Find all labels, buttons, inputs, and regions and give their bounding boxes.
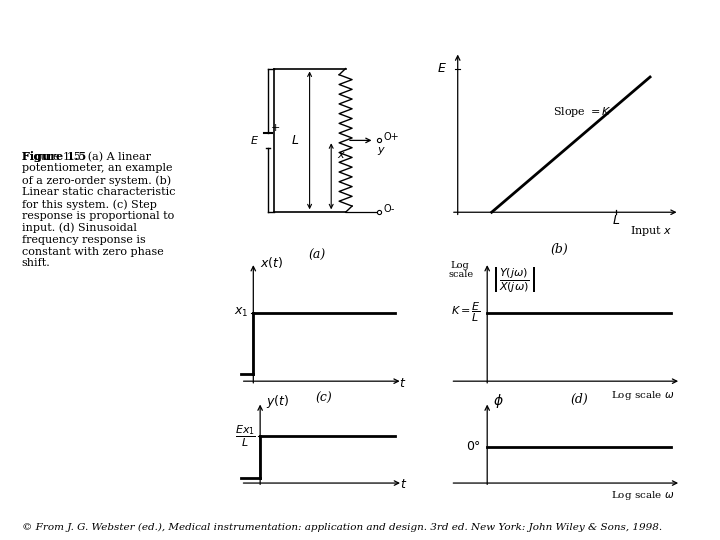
Text: $0°$: $0°$ [466, 440, 481, 453]
Text: Log scale $\omega$: Log scale $\omega$ [611, 389, 675, 402]
Text: (c): (c) [315, 392, 333, 405]
Text: $x(t)$: $x(t)$ [260, 255, 283, 270]
Text: $y$: $y$ [377, 145, 386, 157]
Text: $K=\dfrac{E}{L}$: $K=\dfrac{E}{L}$ [451, 301, 481, 325]
Text: (a): (a) [308, 249, 325, 262]
Text: $t$: $t$ [400, 478, 408, 491]
Text: $\left|\dfrac{Y(j\omega)}{X(j\omega)}\right|$: $\left|\dfrac{Y(j\omega)}{X(j\omega)}\ri… [491, 265, 536, 294]
Text: (b): (b) [551, 242, 568, 255]
Text: $L$: $L$ [291, 134, 300, 147]
Text: Slope $= K$: Slope $= K$ [553, 105, 611, 119]
Text: © From J. G. Webster (ed.), Medical instrumentation: application and design. 3rd: © From J. G. Webster (ed.), Medical inst… [22, 523, 662, 532]
Text: O-: O- [384, 204, 395, 214]
Text: $x$: $x$ [337, 150, 346, 160]
Text: (d): (d) [570, 393, 588, 407]
Text: Figure 1.5  (a) A linear
potentiometer, an example
of a zero-order system. (b)
L: Figure 1.5 (a) A linear potentiometer, a… [22, 151, 175, 268]
Text: $x_1$: $x_1$ [234, 306, 248, 319]
Text: $y(t)$: $y(t)$ [266, 393, 289, 410]
Text: $\dfrac{Ex_1}{L}$: $\dfrac{Ex_1}{L}$ [235, 423, 256, 449]
Text: Figure 1.5: Figure 1.5 [22, 151, 86, 162]
Text: $E$: $E$ [436, 62, 446, 75]
Text: Input $x$: Input $x$ [630, 224, 672, 238]
Text: $E$: $E$ [251, 134, 259, 146]
Text: scale: scale [449, 271, 474, 280]
Text: $t$: $t$ [400, 376, 407, 389]
Text: O+: O+ [384, 132, 400, 143]
Text: Log scale $\omega$: Log scale $\omega$ [611, 489, 675, 502]
Text: $\phi$: $\phi$ [493, 392, 504, 410]
Text: +: + [270, 123, 280, 133]
Text: Log: Log [451, 261, 469, 271]
Text: $L$: $L$ [612, 214, 620, 227]
